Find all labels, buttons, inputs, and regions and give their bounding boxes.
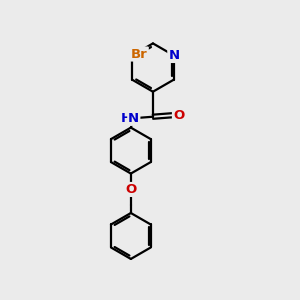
Text: O: O <box>173 109 184 122</box>
Text: H: H <box>121 112 132 125</box>
Text: N: N <box>128 112 140 125</box>
Text: N: N <box>168 49 179 62</box>
Text: O: O <box>125 183 136 196</box>
Text: Br: Br <box>131 47 148 61</box>
